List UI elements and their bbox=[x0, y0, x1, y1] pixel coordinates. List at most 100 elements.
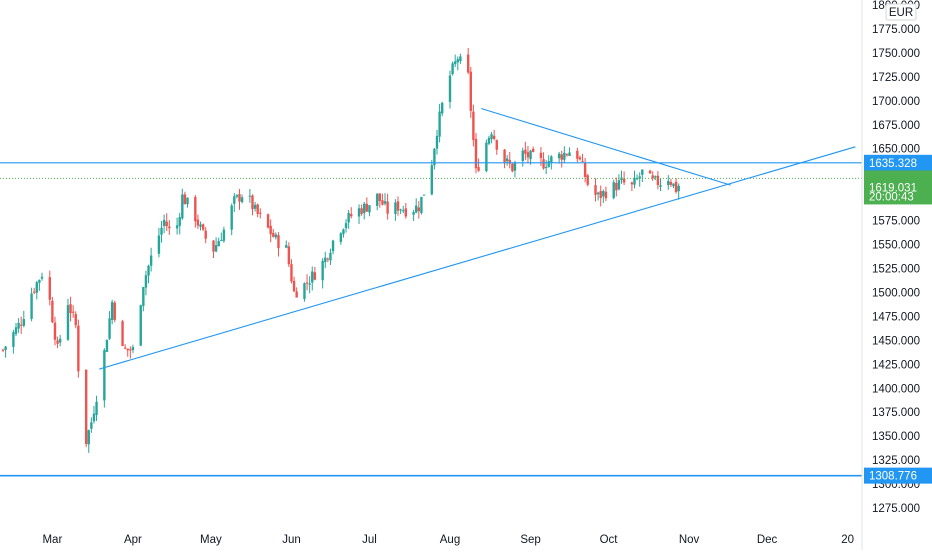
candle bbox=[220, 232, 223, 241]
candle bbox=[602, 189, 605, 203]
candle bbox=[513, 160, 517, 178]
candle bbox=[474, 133, 478, 174]
candle bbox=[113, 300, 116, 323]
candle bbox=[487, 135, 491, 146]
candle bbox=[110, 299, 114, 325]
candle bbox=[311, 266, 314, 291]
candle bbox=[313, 266, 317, 281]
candle bbox=[521, 147, 524, 167]
candle-body bbox=[363, 203, 366, 214]
candle-body bbox=[430, 165, 433, 195]
candle-body bbox=[378, 193, 382, 201]
candle-body bbox=[129, 349, 132, 351]
candle bbox=[147, 264, 150, 284]
candle bbox=[105, 339, 109, 353]
time-tick-label: Jun bbox=[282, 534, 301, 546]
candle-body bbox=[113, 302, 116, 320]
candle bbox=[451, 61, 454, 76]
candle-body bbox=[233, 196, 236, 204]
candle bbox=[477, 158, 480, 172]
candle bbox=[144, 270, 148, 296]
candle bbox=[415, 198, 418, 214]
candle bbox=[129, 346, 132, 359]
candle-body bbox=[656, 175, 660, 186]
candle bbox=[217, 237, 220, 247]
candle-body bbox=[204, 230, 207, 239]
time-tick-label: Nov bbox=[679, 534, 700, 546]
candle bbox=[287, 242, 291, 267]
candle-body bbox=[103, 350, 106, 401]
candle-body bbox=[383, 201, 387, 204]
candle-body bbox=[69, 304, 72, 314]
candle-body bbox=[123, 347, 127, 349]
candle bbox=[422, 194, 426, 196]
candle-body bbox=[84, 369, 88, 445]
candle bbox=[399, 208, 402, 214]
candle bbox=[376, 193, 379, 211]
candle-body bbox=[71, 311, 75, 313]
candle-body bbox=[58, 338, 62, 343]
candle bbox=[420, 196, 423, 215]
candle bbox=[344, 219, 348, 233]
candle-body bbox=[350, 213, 353, 217]
candle-body bbox=[440, 102, 444, 114]
candle bbox=[563, 146, 566, 163]
candle-body bbox=[326, 258, 330, 260]
time-tick-label: Sep bbox=[520, 534, 540, 546]
candle bbox=[238, 189, 241, 210]
price-axis[interactable]: 1275.0001300.0001325.0001350.0001375.000… bbox=[872, 0, 920, 515]
candle bbox=[178, 212, 181, 235]
horizontal-lines bbox=[0, 162, 862, 477]
candle bbox=[321, 258, 324, 289]
candle bbox=[157, 227, 161, 258]
candle-body bbox=[648, 170, 652, 174]
trend-lines bbox=[98, 107, 856, 370]
candle-body bbox=[638, 176, 641, 179]
candle-body bbox=[550, 156, 553, 163]
candles bbox=[1, 48, 680, 453]
candle bbox=[175, 217, 179, 235]
candle-body bbox=[251, 195, 254, 210]
candle bbox=[347, 209, 350, 229]
candle bbox=[274, 232, 278, 240]
candle-body bbox=[214, 245, 218, 252]
price-tick-label: 1275.000 bbox=[872, 503, 920, 515]
candle-body bbox=[147, 265, 150, 276]
candle bbox=[186, 197, 189, 208]
candle-body bbox=[303, 283, 306, 300]
candle-body bbox=[35, 282, 38, 293]
candle bbox=[630, 181, 634, 192]
candle-body bbox=[594, 185, 597, 195]
candle-body bbox=[586, 175, 589, 185]
time-axis[interactable]: Mar Apr May Jun Jul Aug Sep Oct Nov Dec 20 bbox=[42, 534, 854, 546]
candle-body bbox=[308, 283, 311, 285]
candle bbox=[557, 151, 561, 164]
candle bbox=[66, 298, 70, 341]
candle-body bbox=[560, 154, 563, 160]
candle bbox=[126, 348, 129, 357]
candle-body bbox=[357, 208, 361, 217]
currency-badge[interactable]: EUR bbox=[885, 3, 917, 21]
candle bbox=[435, 129, 439, 155]
price-tick-label: 1400.000 bbox=[872, 383, 920, 395]
falling-trendline[interactable] bbox=[481, 107, 731, 186]
price-tick-label: 1450.000 bbox=[872, 335, 920, 347]
countdown-text: 20:00:43 bbox=[869, 191, 914, 203]
candle bbox=[74, 311, 77, 329]
candle-body bbox=[160, 227, 163, 235]
rising-trendline[interactable] bbox=[98, 146, 856, 370]
candle-body bbox=[339, 233, 343, 242]
candle-body bbox=[22, 319, 25, 326]
candle bbox=[14, 322, 18, 336]
candle bbox=[360, 204, 363, 216]
price-tick-label: 1550.000 bbox=[872, 240, 920, 252]
candle bbox=[183, 191, 187, 205]
candle bbox=[56, 336, 59, 349]
candle bbox=[524, 141, 527, 160]
candle-body bbox=[360, 208, 363, 214]
candle-body bbox=[508, 159, 511, 164]
candle-body bbox=[672, 183, 675, 187]
candle-body bbox=[269, 225, 272, 235]
